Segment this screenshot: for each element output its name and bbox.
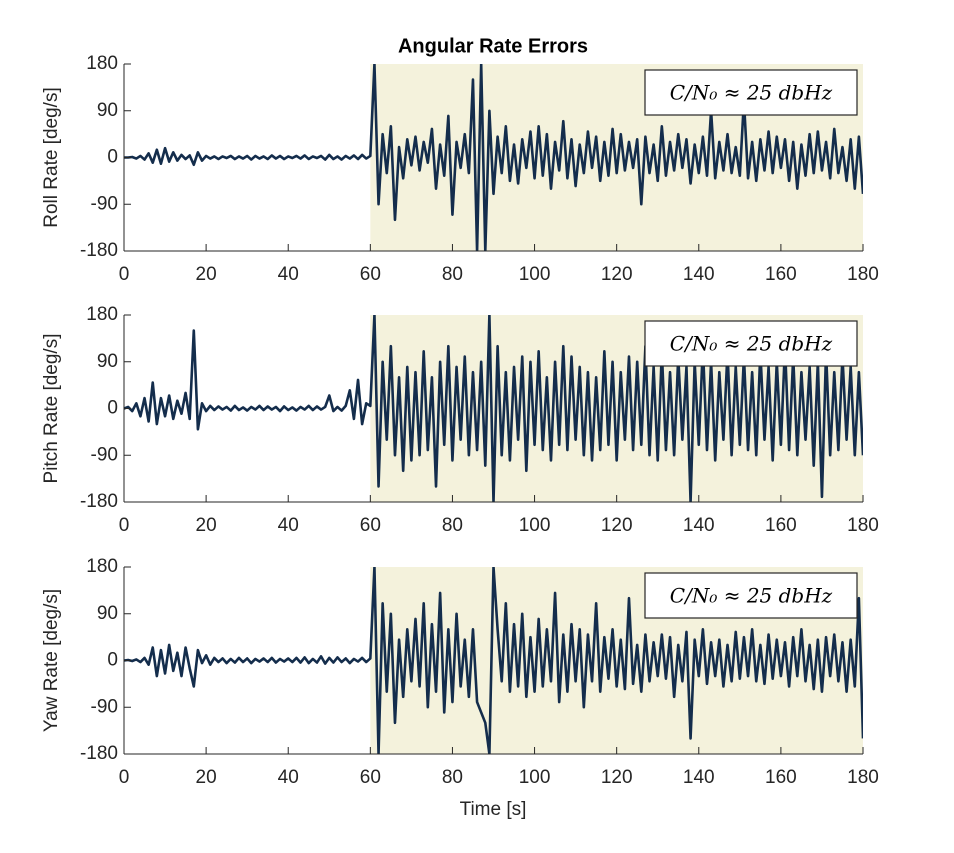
y-tick-label: -180 <box>80 491 118 512</box>
y-tick-label: 180 <box>86 53 118 74</box>
x-tick-label: 120 <box>601 767 633 788</box>
x-tick-label: 80 <box>442 515 463 536</box>
y-tick-label: -90 <box>91 444 118 465</box>
annotation-box <box>644 69 858 116</box>
x-tick-label: 160 <box>765 767 797 788</box>
y-tick-label: -90 <box>91 696 118 717</box>
x-tick-label: 60 <box>360 767 381 788</box>
y-tick-label: 90 <box>97 100 118 121</box>
annotation-box <box>644 320 858 367</box>
x-tick-label: 0 <box>119 767 130 788</box>
x-tick-label: 140 <box>683 264 715 285</box>
y-tick-label: -90 <box>91 193 118 214</box>
x-tick-label: 40 <box>278 767 299 788</box>
y-axis-label: Roll Rate [deg/s] <box>41 87 62 227</box>
x-tick-label: 180 <box>847 264 879 285</box>
y-tick-label: 0 <box>107 398 118 419</box>
x-tick-label: 100 <box>519 515 551 536</box>
y-axis-label: Pitch Rate [deg/s] <box>41 334 62 484</box>
x-tick-label: 140 <box>683 515 715 536</box>
y-tick-label: 0 <box>107 650 118 671</box>
x-tick-label: 160 <box>765 515 797 536</box>
y-tick-label: 90 <box>97 603 118 624</box>
x-tick-label: 60 <box>360 264 381 285</box>
x-tick-label: 0 <box>119 264 130 285</box>
chart-title: Angular Rate Errors <box>398 35 588 57</box>
x-tick-label: 180 <box>847 767 879 788</box>
x-tick-label: 160 <box>765 264 797 285</box>
annotation: C/N₀ ≈ 25 dbHz <box>670 332 833 356</box>
x-tick-label: 20 <box>196 264 217 285</box>
annotation-box <box>644 572 858 619</box>
x-tick-label: 100 <box>519 767 551 788</box>
y-tick-label: 90 <box>97 351 118 372</box>
y-tick-label: 180 <box>86 304 118 325</box>
data-line <box>124 315 863 502</box>
x-axis-label: Time [s] <box>460 799 527 820</box>
annotation: C/N₀ ≈ 25 dbHz <box>670 81 833 105</box>
x-tick-label: 80 <box>442 767 463 788</box>
x-tick-label: 0 <box>119 515 130 536</box>
y-tick-label: 0 <box>107 147 118 168</box>
x-tick-label: 120 <box>601 515 633 536</box>
x-tick-label: 100 <box>519 264 551 285</box>
x-tick-label: 180 <box>847 515 879 536</box>
y-tick-label: 180 <box>86 556 118 577</box>
annotation: C/N₀ ≈ 25 dbHz <box>670 584 833 608</box>
x-tick-label: 60 <box>360 515 381 536</box>
x-tick-label: 80 <box>442 264 463 285</box>
y-axis-label: Yaw Rate [deg/s] <box>41 589 62 732</box>
x-tick-label: 20 <box>196 767 217 788</box>
x-tick-label: 120 <box>601 264 633 285</box>
x-tick-label: 40 <box>278 515 299 536</box>
x-tick-label: 40 <box>278 264 299 285</box>
y-tick-label: -180 <box>80 240 118 261</box>
x-tick-label: 140 <box>683 767 715 788</box>
data-line <box>124 64 863 251</box>
y-tick-label: -180 <box>80 743 118 764</box>
x-tick-label: 20 <box>196 515 217 536</box>
data-line <box>124 567 863 754</box>
